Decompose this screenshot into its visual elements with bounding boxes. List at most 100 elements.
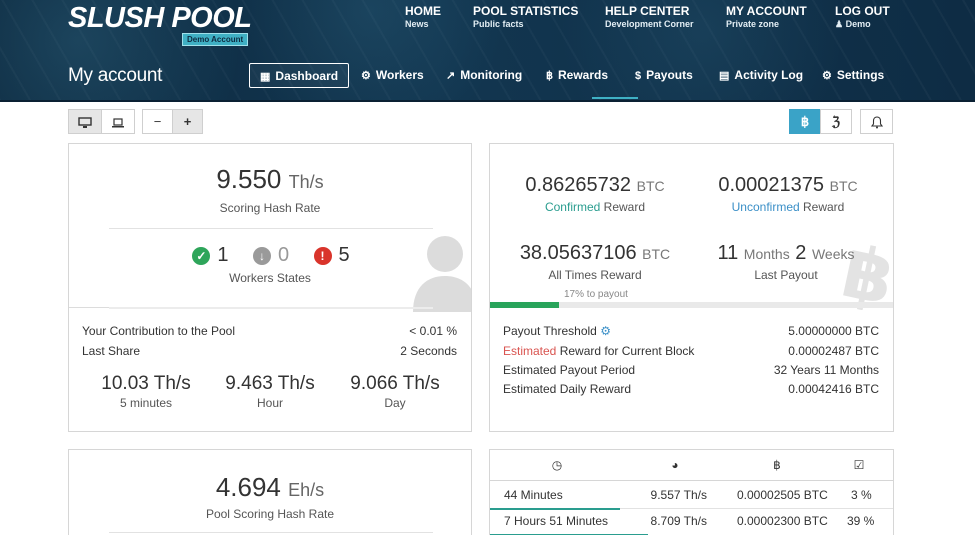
user-icon: ♟ <box>835 19 844 29</box>
nav-monitoring[interactable]: ↗ Monitoring <box>446 63 522 88</box>
zoom-in-button[interactable]: + <box>172 109 203 134</box>
row-share: 3 % <box>851 488 872 502</box>
estimated-block-reward-value: 0.00002487 BTC <box>788 344 879 358</box>
nav-settings[interactable]: ⚙ Settings <box>822 63 884 88</box>
payout-progress-label: 17% to payout <box>564 289 628 300</box>
notifications-button[interactable] <box>860 109 893 134</box>
zec-currency-button[interactable]: ℨ <box>820 109 852 134</box>
pool-hashrate-panel: 4.694 Eh/s Pool Scoring Hash Rate <box>68 449 472 535</box>
demo-account-badge: Demo Account <box>182 33 249 46</box>
rate-hour-value: 9.463 Th/s <box>225 373 315 394</box>
estimated-daily-reward-label: Estimated Daily Reward <box>503 382 632 396</box>
nav-workers[interactable]: ⚙ Workers <box>361 63 424 88</box>
nav-payouts[interactable]: $ Payouts <box>635 63 693 88</box>
row-rate: 9.557 Th/s <box>650 488 707 502</box>
cogs-icon: ⚙ <box>361 70 371 82</box>
top-nav-help-center[interactable]: HELP CENTER Development Corner <box>605 4 694 29</box>
desktop-icon <box>78 116 92 128</box>
confirmed-reward-value: 0.86265732 BTC <box>525 174 665 196</box>
payout-threshold-label: Payout Threshold ⚙ <box>503 324 611 338</box>
row-rate: 8.709 Th/s <box>650 514 707 528</box>
unconfirmed-reward-caption: Unconfirmed Reward <box>731 200 845 214</box>
workers-off-count: 0 <box>277 244 290 266</box>
last-share-label: Last Share <box>82 344 141 358</box>
last-share-value: 2 Seconds <box>400 344 457 358</box>
contribution-label: Your Contribution to the Pool <box>82 324 235 338</box>
top-nav-log-out[interactable]: LOG OUT ♟ Demo <box>835 4 890 29</box>
top-nav-home[interactable]: HOME News <box>405 4 441 29</box>
scoring-hash-rate-value: 9.550 Th/s <box>216 164 324 194</box>
row-progress-indicator <box>490 508 620 510</box>
rate-5-minutes-caption: 5 minutes <box>119 396 173 410</box>
rate-5-minutes-value: 10.03 Th/s <box>101 373 191 394</box>
bitcoin-icon: ฿ <box>773 458 781 472</box>
workers-ok-count: 1 <box>217 244 229 266</box>
row-divider <box>490 508 893 509</box>
blocks-table-panel: ◷ ◕ ฿ ☑ 44 Minutes 9.557 Th/s 0.00002505… <box>489 449 894 535</box>
pool-scoring-hash-rate-value: 4.694 Eh/s <box>215 472 325 502</box>
estimated-block-reward-label: Estimated Reward for Current Block <box>503 344 695 358</box>
check-icon: ☑ <box>853 458 865 472</box>
rate-day-caption: Day <box>384 396 406 410</box>
contribution-value: < 0.01 % <box>409 324 457 338</box>
logo[interactable]: SLUSH POOL <box>68 2 252 34</box>
user-silhouette-icon <box>413 236 471 312</box>
pool-scoring-hash-rate-caption: Pool Scoring Hash Rate <box>205 507 335 521</box>
unconfirmed-reward-value: 0.00021375 BTC <box>718 174 858 196</box>
arrow-down-circle-icon: ↓ <box>252 246 271 265</box>
bell-icon <box>870 116 883 129</box>
row-duration: 7 Hours 51 Minutes <box>504 514 609 528</box>
row-reward: 0.00002505 BTC <box>737 488 828 502</box>
hashrate-panel: 9.550 Th/s Scoring Hash Rate ✓ 1 ↓ 0 ! 5 Wo… <box>68 143 472 432</box>
header-divider <box>0 100 975 102</box>
book-icon: ▤ <box>719 70 730 82</box>
dollar-icon: $ <box>635 70 642 82</box>
desktop-view-button[interactable] <box>68 109 102 134</box>
nav-dashboard[interactable]: ▦ Dashboard <box>249 63 350 88</box>
zoom-out-button[interactable]: − <box>142 109 173 134</box>
payout-progress-fill <box>490 302 559 308</box>
chart-icon: ↗ <box>446 70 456 82</box>
estimated-payout-period-value: 32 Years 11 Months <box>773 363 879 377</box>
laptop-icon <box>112 117 124 128</box>
estimated-daily-reward-value: 0.00042416 BTC <box>788 382 879 396</box>
bitcoin-watermark-icon: ฿ <box>840 234 894 310</box>
divider-shadow <box>109 307 433 309</box>
nav-activity-log[interactable]: ▤ Activity Log <box>719 63 803 88</box>
workers-error-count: 5 <box>338 244 350 266</box>
last-payout-value: 11 Months 2 Weeks <box>717 242 855 264</box>
top-nav-my-account[interactable]: MY ACCOUNT Private zone <box>726 4 807 29</box>
dashboard-icon: ▦ <box>260 71 271 83</box>
nav-hover-indicator <box>592 97 638 99</box>
row-share: 39 % <box>847 514 875 528</box>
estimated-payout-period-label: Estimated Payout Period <box>503 363 636 377</box>
workers-states-caption: Workers States <box>229 271 311 285</box>
site-header: SLUSH POOL Demo Account HOME News POOL S… <box>0 0 975 102</box>
divider <box>109 228 433 229</box>
gear-icon[interactable]: ⚙ <box>600 324 611 338</box>
clock-icon: ◷ <box>551 458 563 472</box>
page-title: My account <box>68 65 163 86</box>
btc-currency-button[interactable]: ฿ <box>789 109 821 134</box>
payout-threshold-value: 5.00000000 BTC <box>788 324 879 338</box>
payout-progress-bar <box>490 302 893 308</box>
pie-icon: ◕ <box>671 458 679 472</box>
row-reward: 0.00002300 BTC <box>737 514 828 528</box>
all-times-reward-value: 38.05637106 BTC <box>519 242 671 264</box>
laptop-view-button[interactable] <box>101 109 135 134</box>
rate-hour-caption: Hour <box>256 396 283 410</box>
rate-day-value: 9.066 Th/s <box>350 373 440 394</box>
all-times-reward-caption: All Times Reward <box>548 268 642 282</box>
svg-text:฿: ฿ <box>840 234 894 310</box>
scoring-hash-rate-caption: Scoring Hash Rate <box>219 201 321 215</box>
workers-states[interactable]: ✓ 1 ↓ 0 ! 5 <box>69 244 471 267</box>
confirmed-reward-caption: Confirmed Reward <box>544 200 646 214</box>
check-circle-icon: ✓ <box>192 246 211 265</box>
gear-icon: ⚙ <box>822 70 832 82</box>
last-payout-caption: Last Payout <box>754 268 818 282</box>
bitcoin-icon: ฿ <box>546 70 553 82</box>
divider <box>109 532 433 533</box>
top-nav-pool-statistics[interactable]: POOL STATISTICS Public facts <box>473 4 579 29</box>
nav-rewards[interactable]: ฿ Rewards <box>546 63 608 88</box>
alert-circle-icon: ! <box>313 246 332 265</box>
